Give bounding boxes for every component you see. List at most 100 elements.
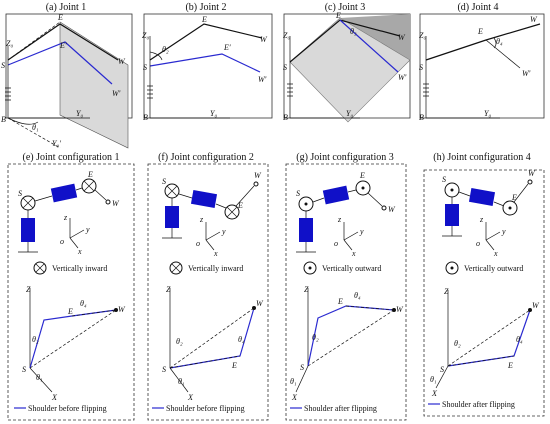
- caption-joint-4: (d) Joint 4: [457, 2, 498, 13]
- label-E: E: [237, 201, 243, 210]
- label-S: S: [296, 189, 300, 198]
- label-Z0: Z₀: [6, 39, 13, 48]
- direction-label: Vertically inward: [188, 264, 243, 273]
- label-W: W: [260, 35, 268, 44]
- legend-label: Shoulder before flipping: [28, 404, 107, 413]
- upper-arm-joint: [299, 218, 313, 242]
- angle-theta4: θ₄: [354, 291, 361, 300]
- label-W-prime: W′: [258, 75, 267, 84]
- axis-y: y: [85, 225, 90, 234]
- angle-theta1: θ₁: [36, 373, 43, 382]
- label-E: E: [87, 170, 93, 179]
- elbow-joint: [50, 183, 78, 203]
- caption-joint-2: (b) Joint 2: [185, 2, 226, 13]
- angle-theta4: θ₄: [496, 37, 503, 46]
- rotation-plane: [59, 21, 129, 149]
- label-E: E: [335, 11, 341, 20]
- axis-z: z: [63, 213, 68, 222]
- angle-theta2: θ₂: [32, 335, 39, 344]
- panel-joint-3: Z₀ S B E W W′ Y₀ θ₃: [283, 11, 411, 123]
- upper-arm-joint: [21, 218, 35, 242]
- panel-joint-4: Z₀ S B E W W′ Y₀ θ₄: [419, 13, 545, 122]
- caption-joint-3: (c) Joint 3: [325, 2, 366, 13]
- axis-z: z: [337, 215, 342, 224]
- label-B: B: [143, 113, 148, 122]
- legend-label: Shoulder after flipping: [304, 404, 377, 413]
- label-S: S: [143, 63, 147, 72]
- axis-X: X: [291, 393, 298, 402]
- label-E: E: [359, 171, 365, 180]
- label-S: S: [18, 189, 22, 198]
- angle-theta2: θ₂: [162, 45, 169, 54]
- label-E: E: [57, 13, 63, 22]
- label-E: E: [511, 193, 517, 202]
- panel-config-2: S E W z y x o Vertically inward Z X S E …: [147, 163, 269, 421]
- caption-config-1: (e) Joint configuration 1: [23, 152, 120, 163]
- elbow-joint: [322, 185, 350, 205]
- panel-joint-2: Z₀ S B E E′ W W′ Y₀ θ₂: [142, 13, 273, 122]
- panel-config-4: S E W z y x o Vertically outward Z X S E…: [423, 169, 545, 417]
- label-E: E: [67, 307, 73, 316]
- caption-config-3: (g) Joint configuration 3: [296, 152, 393, 163]
- axis-y: y: [359, 227, 364, 236]
- label-W-prime: W′: [112, 89, 121, 98]
- label-W: W: [254, 171, 262, 180]
- label-W: W: [118, 305, 126, 314]
- axis-x: x: [351, 249, 356, 258]
- label-Y0: Y₀: [484, 109, 491, 118]
- axis-x: x: [213, 249, 218, 258]
- axis-X: X: [431, 389, 438, 398]
- upper-arm-joint: [445, 204, 459, 226]
- label-S: S: [162, 177, 166, 186]
- label-S: S: [1, 61, 5, 70]
- dark-plane: [340, 14, 410, 60]
- axis-Z: Z: [166, 285, 171, 294]
- angle-theta2: θ₂: [454, 339, 461, 348]
- label-E-prime: E′: [223, 43, 231, 52]
- label-Z0: Z₀: [419, 31, 426, 40]
- label-W: W: [396, 305, 404, 314]
- axis-o: o: [476, 239, 480, 248]
- label-W: W: [256, 299, 264, 308]
- label-E: E: [201, 15, 207, 24]
- label-W: W: [532, 301, 540, 310]
- label-W: W: [118, 57, 126, 66]
- label-Y0: Y₀: [210, 109, 217, 118]
- label-Z0: Z₀: [142, 31, 149, 40]
- label-W: W: [398, 33, 406, 42]
- angle-theta4: θ₄: [238, 335, 245, 344]
- label-E-prime: E′: [59, 41, 67, 50]
- label-S: S: [440, 365, 444, 374]
- label-Z0: Z₀: [283, 31, 290, 40]
- axis-Z: Z: [304, 285, 309, 294]
- elbow-joint: [190, 190, 218, 208]
- angle-theta1: θ₁: [178, 377, 185, 386]
- axis-X: X: [187, 393, 194, 402]
- axis-x: x: [493, 249, 498, 258]
- angle-theta1: θ₁: [430, 375, 437, 384]
- caption-config-4: (h) Joint configuration 4: [433, 152, 530, 163]
- label-E: E: [507, 361, 513, 370]
- angle-theta2: θ₂: [176, 337, 183, 346]
- label-E: E: [337, 297, 343, 306]
- direction-label: Vertically outward: [322, 264, 381, 273]
- label-W: W: [388, 205, 396, 214]
- label-B: B: [283, 113, 288, 122]
- rotation-plane: [289, 17, 411, 123]
- label-W: W: [530, 15, 538, 24]
- axis-z: z: [199, 215, 204, 224]
- axis-y: y: [221, 227, 226, 236]
- label-S: S: [22, 365, 26, 374]
- axis-z: z: [479, 215, 484, 224]
- panel-config-1: S E W z y x o Vertically inward Z X S E …: [7, 163, 135, 421]
- angle-theta1: θ₁: [32, 123, 39, 132]
- caption-joint-1: (a) Joint 1: [46, 2, 87, 13]
- label-S: S: [283, 63, 287, 72]
- axis-o: o: [196, 239, 200, 248]
- label-E: E: [477, 27, 483, 36]
- label-W: W: [112, 199, 120, 208]
- label-Y0: Y₀: [76, 109, 83, 118]
- label-E: E: [231, 361, 237, 370]
- upper-arm-joint: [165, 206, 179, 228]
